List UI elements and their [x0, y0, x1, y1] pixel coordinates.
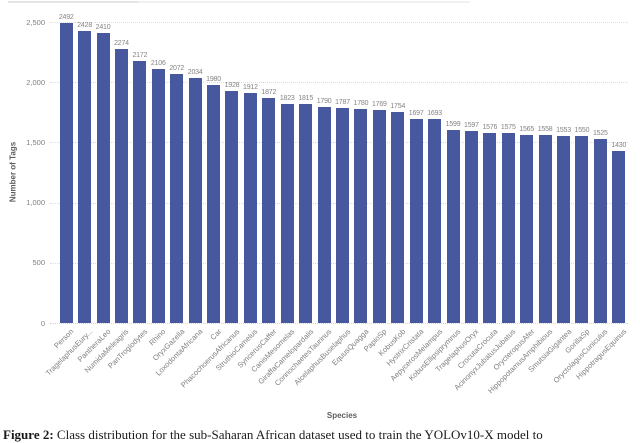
- bar-value-label: 1872: [261, 88, 277, 96]
- bar-value-label: 1558: [537, 126, 553, 134]
- bar-value-label: 1790: [316, 98, 332, 106]
- bar[interactable]: [391, 111, 405, 323]
- bar-value-label: 1575: [500, 124, 516, 132]
- bar-value-label: 1754: [390, 102, 406, 110]
- y-tick-label: 1,500: [26, 137, 45, 147]
- bar-value-label: 2492: [58, 13, 74, 21]
- gridline: [50, 323, 628, 324]
- bar[interactable]: [336, 107, 349, 323]
- bar-value-label: 1693: [427, 110, 442, 118]
- bar[interactable]: [612, 150, 626, 323]
- bar[interactable]: [299, 104, 313, 323]
- y-axis-title: Number of Tags: [8, 141, 18, 203]
- bar-value-label: 1553: [556, 127, 571, 135]
- x-axis-title: Species: [326, 411, 358, 420]
- bar-value-label: 2274: [114, 40, 129, 48]
- bar[interactable]: [207, 84, 221, 323]
- bar[interactable]: [225, 90, 239, 323]
- bar[interactable]: [151, 69, 165, 323]
- bar[interactable]: [188, 78, 202, 323]
- bar[interactable]: [428, 119, 442, 323]
- bar-value-label: 1550: [574, 127, 590, 135]
- bar-value-label: 2172: [132, 52, 148, 60]
- bar[interactable]: [96, 32, 110, 323]
- bar-value-label: 1597: [464, 121, 479, 129]
- bar-value-label: 1565: [519, 125, 535, 133]
- bar[interactable]: [262, 97, 276, 323]
- figure-caption: Figure 2: Class distribution for the sub…: [3, 427, 639, 443]
- bar[interactable]: [593, 139, 607, 323]
- bar[interactable]: [78, 30, 92, 323]
- bar[interactable]: [170, 73, 184, 323]
- bar-value-label: 2072: [169, 64, 185, 72]
- bar-value-label: 1576: [482, 124, 498, 132]
- y-tick-label: 2,500: [26, 17, 45, 27]
- bar-value-label: 1787: [335, 98, 350, 106]
- bar-value-label: 1928: [224, 81, 240, 89]
- bar[interactable]: [59, 22, 73, 323]
- bar-value-label: 1430: [611, 141, 627, 149]
- gridline: [50, 82, 628, 84]
- y-tick-label: 2,000: [26, 77, 45, 87]
- bar-value-label: 2410: [95, 23, 111, 31]
- bar-value-label: 1599: [445, 121, 461, 129]
- y-tick-label: 0: [40, 318, 45, 328]
- gridline: [50, 22, 628, 23]
- bar[interactable]: [280, 103, 294, 323]
- figure-caption-text: Class distribution for the sub-Saharan A…: [53, 427, 543, 442]
- bar-value-label: 1823: [279, 94, 295, 102]
- bar-value-label: 2428: [77, 21, 93, 29]
- bar[interactable]: [464, 130, 478, 323]
- bar[interactable]: [538, 135, 552, 323]
- bar-value-label: 1780: [353, 99, 369, 107]
- bar[interactable]: [557, 136, 571, 323]
- bar-value-label: 1815: [298, 95, 314, 103]
- bar-value-label: 1980: [206, 75, 221, 83]
- bar[interactable]: [317, 107, 331, 323]
- bar[interactable]: [446, 130, 460, 323]
- bar[interactable]: [372, 110, 386, 323]
- y-tick-label: 1,000: [26, 198, 45, 208]
- bar-value-label: 1912: [243, 83, 258, 91]
- bar[interactable]: [243, 92, 257, 323]
- bar[interactable]: [354, 108, 368, 323]
- bar-value-label: 2106: [150, 60, 166, 68]
- bar[interactable]: [501, 133, 515, 323]
- bar[interactable]: [114, 49, 128, 323]
- bar-value-label: 1769: [371, 101, 387, 108]
- y-tick-label: 500: [32, 258, 45, 268]
- bar[interactable]: [409, 118, 423, 323]
- figure-caption-label: Figure 2:: [3, 427, 54, 442]
- top-divider: [8, 1, 470, 3]
- bar[interactable]: [520, 134, 534, 323]
- bar-value-label: 2034: [187, 69, 203, 77]
- bar-value-label: 1697: [408, 109, 424, 117]
- bar-value-label: 1525: [592, 130, 608, 138]
- bar[interactable]: [483, 133, 497, 323]
- bar[interactable]: [133, 61, 147, 323]
- bar[interactable]: [575, 136, 589, 323]
